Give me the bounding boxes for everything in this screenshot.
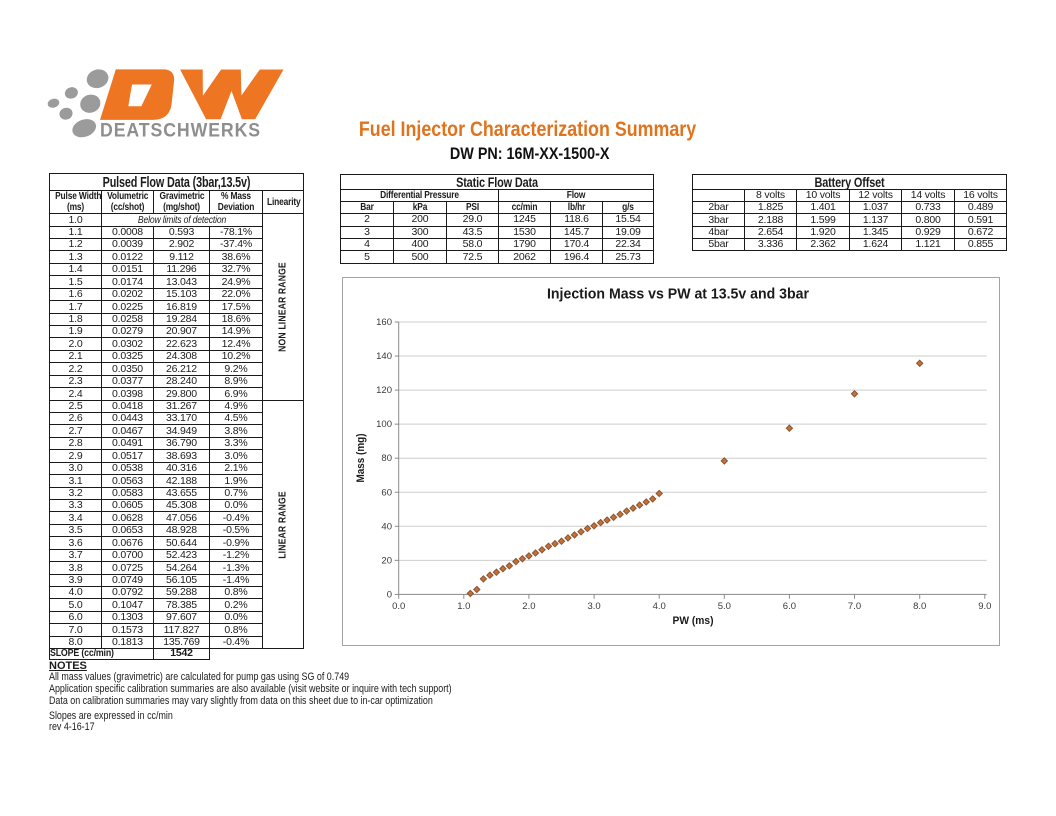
svg-text:6.0: 6.0 bbox=[783, 601, 796, 612]
svg-text:0.0: 0.0 bbox=[392, 601, 405, 612]
svg-text:80: 80 bbox=[381, 453, 392, 464]
svg-text:PW (ms): PW (ms) bbox=[673, 615, 714, 627]
svg-text:160: 160 bbox=[376, 317, 392, 328]
svg-text:0: 0 bbox=[387, 589, 392, 600]
svg-text:20: 20 bbox=[381, 555, 392, 566]
svg-text:9.0: 9.0 bbox=[978, 601, 991, 612]
svg-text:4.0: 4.0 bbox=[653, 601, 666, 612]
svg-text:5.0: 5.0 bbox=[718, 601, 731, 612]
svg-text:Injection Mass vs PW at 13.5v: Injection Mass vs PW at 13.5v and 3bar bbox=[547, 287, 809, 303]
svg-text:8.0: 8.0 bbox=[913, 601, 926, 612]
svg-text:DEATSCHWERKS: DEATSCHWERKS bbox=[100, 120, 261, 142]
svg-text:Mass (mg): Mass (mg) bbox=[355, 433, 367, 482]
svg-text:120: 120 bbox=[376, 385, 392, 396]
svg-text:3.0: 3.0 bbox=[587, 601, 600, 612]
svg-text:2.0: 2.0 bbox=[522, 601, 535, 612]
svg-text:140: 140 bbox=[376, 351, 392, 362]
svg-text:60: 60 bbox=[381, 487, 392, 498]
svg-text:40: 40 bbox=[381, 521, 392, 532]
svg-text:7.0: 7.0 bbox=[848, 601, 861, 612]
svg-text:100: 100 bbox=[376, 419, 392, 430]
svg-text:1.0: 1.0 bbox=[457, 601, 470, 612]
